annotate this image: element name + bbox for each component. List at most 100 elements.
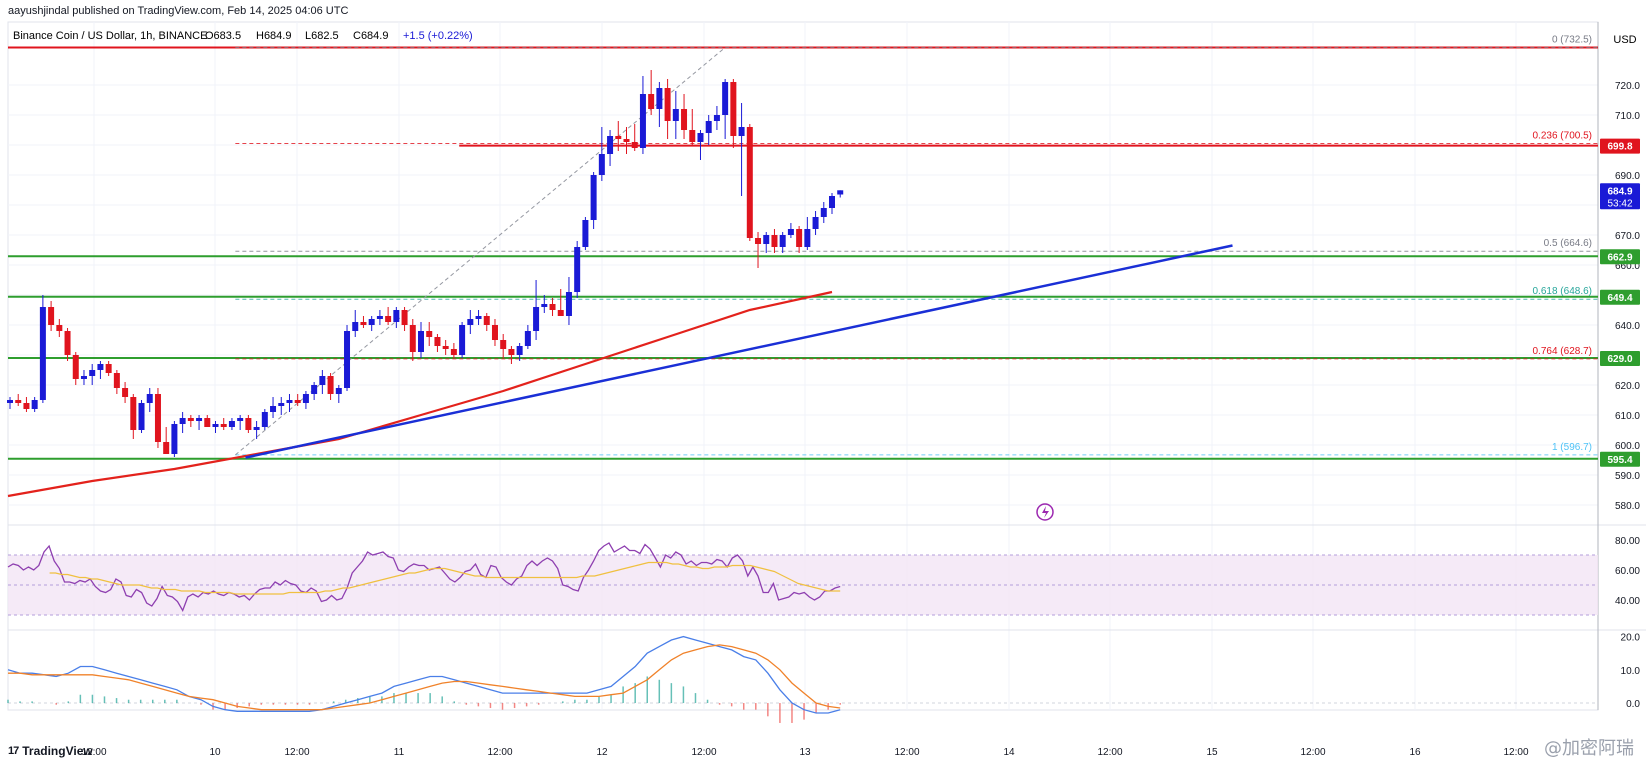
fibonacci-levels: 0 (732.5) 0.236 (700.5) 0.5 (664.6) 0.618 (…: [235, 35, 1598, 456]
price-tick-label: 660.0: [1615, 261, 1640, 272]
candle-body: [713, 115, 720, 121]
candle-body: [656, 88, 663, 109]
fib-level-label: 0.5 (664.6): [1544, 238, 1592, 249]
rsi-tick-label: 40.00: [1615, 596, 1640, 607]
price-tick-label: 620.0: [1615, 381, 1640, 392]
time-tick-label: 14: [1003, 747, 1015, 758]
support-trendline: [245, 244, 1233, 459]
candle-body: [426, 331, 433, 337]
fib-level-label: 0.236 (700.5): [1533, 131, 1593, 142]
candle-body: [763, 235, 770, 244]
candle-body: [755, 238, 762, 244]
rsi-ma-line: [49, 561, 841, 595]
macd-tick-label: 0.0: [1626, 699, 1640, 710]
currency-label[interactable]: USD: [1613, 34, 1636, 46]
candle-body: [261, 412, 268, 427]
candle-body: [179, 418, 186, 424]
time-tick-label: 11: [394, 747, 405, 758]
candle-body: [302, 394, 309, 403]
candle-body: [97, 364, 104, 370]
symbol-title[interactable]: Binance Coin / US Dollar, 1h, BINANCE: [13, 30, 207, 42]
candle-body: [48, 307, 55, 325]
candle-body: [590, 175, 597, 220]
candle-body: [311, 385, 318, 394]
macd-tick-label: 10.0: [1621, 666, 1641, 677]
candle-body: [130, 397, 137, 430]
candle-body: [639, 94, 646, 148]
candles: [7, 70, 844, 457]
candle-body: [163, 442, 170, 454]
candle-body: [138, 403, 145, 430]
tradingview-logo[interactable]: 17 TradingView: [8, 744, 93, 758]
candle-body: [80, 376, 87, 379]
price-tick-label: 720.0: [1615, 81, 1640, 92]
candle-body: [146, 394, 153, 403]
time-axis: 12:00 10 12:00 11 12:00 12 12:00 13 12:00 14 12:00…: [81, 747, 1528, 758]
candle-body: [697, 133, 704, 142]
price-label-box: [1600, 451, 1640, 467]
time-tick-label: 12:00: [487, 747, 512, 758]
price-tick-label: 590.0: [1615, 471, 1640, 482]
time-tick-label: 15: [1206, 747, 1218, 758]
candle-body: [746, 127, 753, 238]
price-label-text: 629.0: [1607, 354, 1632, 365]
candle-body: [623, 139, 630, 142]
candle-body: [23, 403, 30, 409]
macd-line: [7, 635, 841, 714]
fib-level-label: 0.764 (628.7): [1533, 346, 1593, 357]
candle-body: [681, 109, 688, 130]
candle-body: [64, 331, 71, 355]
candle-body: [270, 406, 277, 412]
candle-body: [689, 130, 696, 142]
candle-body: [779, 235, 786, 247]
price-label-box: [1600, 351, 1640, 366]
candle-body: [738, 127, 745, 136]
price-label-box: [1600, 138, 1640, 154]
candle-body: [516, 346, 523, 355]
price-label-text: 649.4: [1607, 293, 1632, 304]
candle-body: [72, 355, 79, 379]
ohlc-change: +1.5 (+0.22%): [403, 30, 473, 42]
candle-body: [196, 418, 203, 421]
candle-body: [204, 418, 211, 427]
ohlc-open: O683.5: [205, 30, 241, 42]
fib-level-label: 1 (596.7): [1552, 442, 1592, 453]
candle-body: [500, 340, 507, 349]
candle-body: [508, 349, 515, 355]
candle-body: [475, 316, 482, 319]
candle-body: [15, 400, 22, 403]
candle-body: [574, 247, 581, 292]
time-tick-label: 12:00: [1300, 747, 1325, 758]
price-tick-label: 640.0: [1615, 321, 1640, 332]
time-tick-label: 12:00: [1503, 747, 1528, 758]
candle-body: [237, 418, 244, 421]
candle-body: [705, 121, 712, 133]
alert-icon[interactable]: [1036, 503, 1054, 521]
candle-body: [212, 424, 219, 427]
price-tick-label: 610.0: [1615, 411, 1640, 422]
price-tick-label: 580.0: [1615, 501, 1640, 512]
candle-body: [648, 94, 655, 109]
candle-body: [171, 424, 178, 454]
candle-body: [245, 418, 252, 430]
candle-body: [344, 331, 351, 388]
price-label-text: 699.8: [1607, 142, 1632, 153]
watermark: @加密阿瑞: [1544, 738, 1634, 759]
candle-body: [187, 418, 194, 421]
time-tick-label: 12:00: [691, 747, 716, 758]
candle-body: [615, 136, 622, 139]
candle-body: [722, 82, 729, 115]
candle-body: [89, 370, 96, 376]
candle-body: [352, 322, 359, 331]
candle-body: [393, 310, 400, 322]
countdown-text: 53:42: [1607, 198, 1632, 209]
tradingview-logo-icon: 17: [8, 745, 19, 757]
candle-body: [837, 190, 844, 195]
candle-body: [278, 403, 285, 406]
candle-body: [319, 376, 326, 385]
candle-body: [253, 427, 260, 430]
candle-body: [787, 229, 794, 235]
candle-body: [105, 364, 112, 373]
time-tick-label: 12: [596, 747, 608, 758]
